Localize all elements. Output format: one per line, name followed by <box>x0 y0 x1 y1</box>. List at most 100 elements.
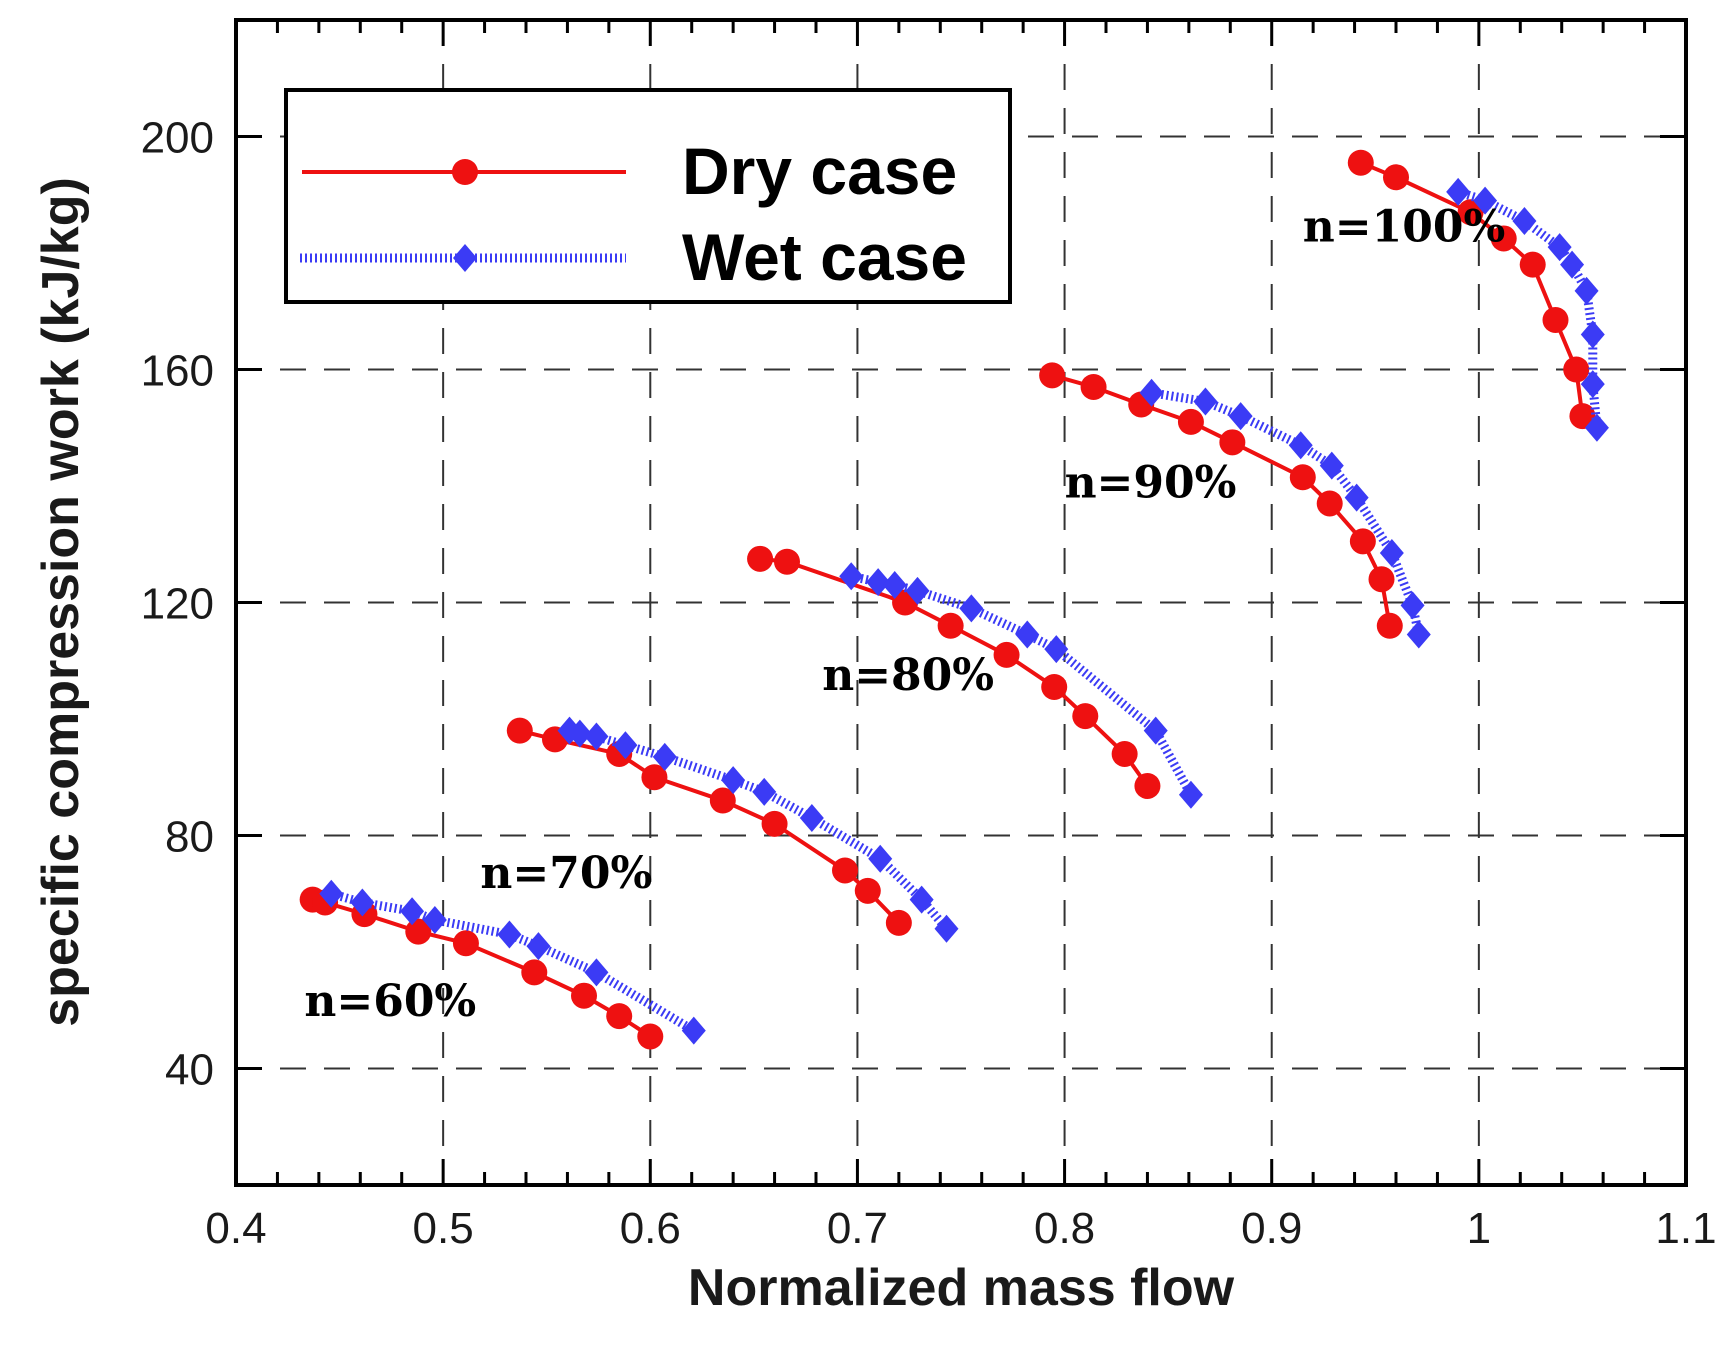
dry-point <box>606 1003 633 1030</box>
wet-point <box>350 888 375 917</box>
y-tick-label: 80 <box>165 813 214 862</box>
dry-point <box>885 909 912 936</box>
dry-point <box>1316 490 1343 517</box>
wet-point <box>1574 276 1599 305</box>
x-tick-label: 0.6 <box>620 1204 681 1253</box>
wet-point <box>1400 591 1425 620</box>
wet-series-60 <box>319 879 706 1045</box>
dry-point <box>506 717 533 744</box>
wet-point <box>681 1016 706 1045</box>
wet-point <box>866 568 891 597</box>
x-tick-label: 1 <box>1467 1204 1491 1253</box>
y-tick-labels: 40 80 120 160 200 <box>141 114 214 1095</box>
wet-point <box>567 719 592 748</box>
dry-point <box>452 930 479 957</box>
x-tick-label: 0.7 <box>827 1204 888 1253</box>
y-tick-label: 120 <box>141 580 214 629</box>
wet-point <box>839 562 864 591</box>
legend: Dry case Wet case <box>284 88 1012 304</box>
wet-point <box>1446 177 1471 206</box>
legend-wet-label: Wet case <box>682 220 967 294</box>
wet-point <box>752 777 777 806</box>
x-tick-label: 1.1 <box>1655 1204 1716 1253</box>
wet-point <box>1547 233 1572 262</box>
dry-point <box>637 1023 664 1050</box>
legend-wet-marker <box>453 244 477 272</box>
dry-series-70 <box>506 717 912 936</box>
wet-point <box>1178 780 1203 809</box>
dry-point <box>1080 373 1107 400</box>
wet-point <box>1473 186 1498 215</box>
wet-series-70 <box>557 716 959 943</box>
wet-point <box>934 914 959 943</box>
dry-point <box>832 857 858 884</box>
dry-series-line <box>1051 373 1392 627</box>
dry-point <box>1041 673 1068 700</box>
wet-point <box>1044 635 1069 664</box>
dry-point <box>1347 149 1374 176</box>
wet-point <box>1580 370 1605 399</box>
x-tick-label: 0.8 <box>1034 1204 1095 1253</box>
wet-point <box>1580 320 1605 349</box>
wet-point <box>497 920 522 949</box>
speed-label: n=60% <box>304 976 476 1027</box>
speed-label: n=70% <box>480 848 652 899</box>
wet-point <box>584 722 609 751</box>
wet-point <box>1560 250 1585 279</box>
wet-point <box>526 932 551 961</box>
y-tick-label: 200 <box>141 114 214 163</box>
dry-point <box>521 959 548 986</box>
wet-point <box>868 844 893 873</box>
wet-point <box>721 766 746 795</box>
dry-point <box>1383 164 1409 191</box>
wet-point <box>1512 206 1537 235</box>
dry-point <box>774 548 800 575</box>
dry-point <box>993 641 1020 668</box>
speed-label: n=90% <box>1065 458 1237 509</box>
dry-point <box>1563 356 1590 383</box>
dry-series-90 <box>1039 362 1403 639</box>
x-tick-label: 0.4 <box>205 1204 266 1253</box>
wet-point <box>1379 538 1404 567</box>
dry-point <box>1177 408 1204 435</box>
dry-point <box>1376 612 1403 639</box>
dry-point <box>1457 199 1484 226</box>
plot-frame <box>234 18 1688 1187</box>
x-axis-title: Normalized mass flow <box>688 1259 1235 1317</box>
wet-point <box>1288 431 1313 460</box>
speed-label: n=80% <box>822 650 994 701</box>
dry-point <box>1569 403 1596 430</box>
dry-point <box>761 810 788 837</box>
dry-point <box>747 545 774 572</box>
x-tick-label: 0.5 <box>413 1204 474 1253</box>
wet-series-line <box>1456 187 1602 429</box>
dry-point <box>1219 429 1246 456</box>
series <box>299 149 1609 1050</box>
legend-dry-label: Dry case <box>682 134 957 208</box>
wet-point <box>909 885 934 914</box>
wet-point <box>882 571 907 600</box>
wet-series-100 <box>1446 177 1609 442</box>
wet-point <box>1139 378 1164 407</box>
speed-label: n=100% <box>1303 201 1506 252</box>
y-axis-title: specific compression work (kJ/kg) <box>32 177 90 1027</box>
dry-point <box>1349 528 1376 555</box>
dry-point <box>1134 772 1161 799</box>
wet-point <box>1344 483 1369 512</box>
wet-point <box>1406 620 1431 649</box>
wet-point <box>613 731 638 760</box>
legend-entry-dry: Dry case <box>302 134 957 208</box>
legend-dry-marker <box>452 159 478 185</box>
dry-point <box>1519 251 1546 278</box>
y-tick-label: 160 <box>141 347 214 396</box>
wet-point <box>959 594 984 623</box>
wet-point <box>1193 387 1218 416</box>
wet-point <box>652 742 677 771</box>
wet-point <box>584 958 609 987</box>
wet-point <box>400 897 425 926</box>
legend-entry-wet: Wet case <box>300 220 967 294</box>
x-tick-label: 0.9 <box>1241 1204 1302 1253</box>
dry-point <box>1368 566 1395 593</box>
wet-point <box>1319 451 1344 480</box>
